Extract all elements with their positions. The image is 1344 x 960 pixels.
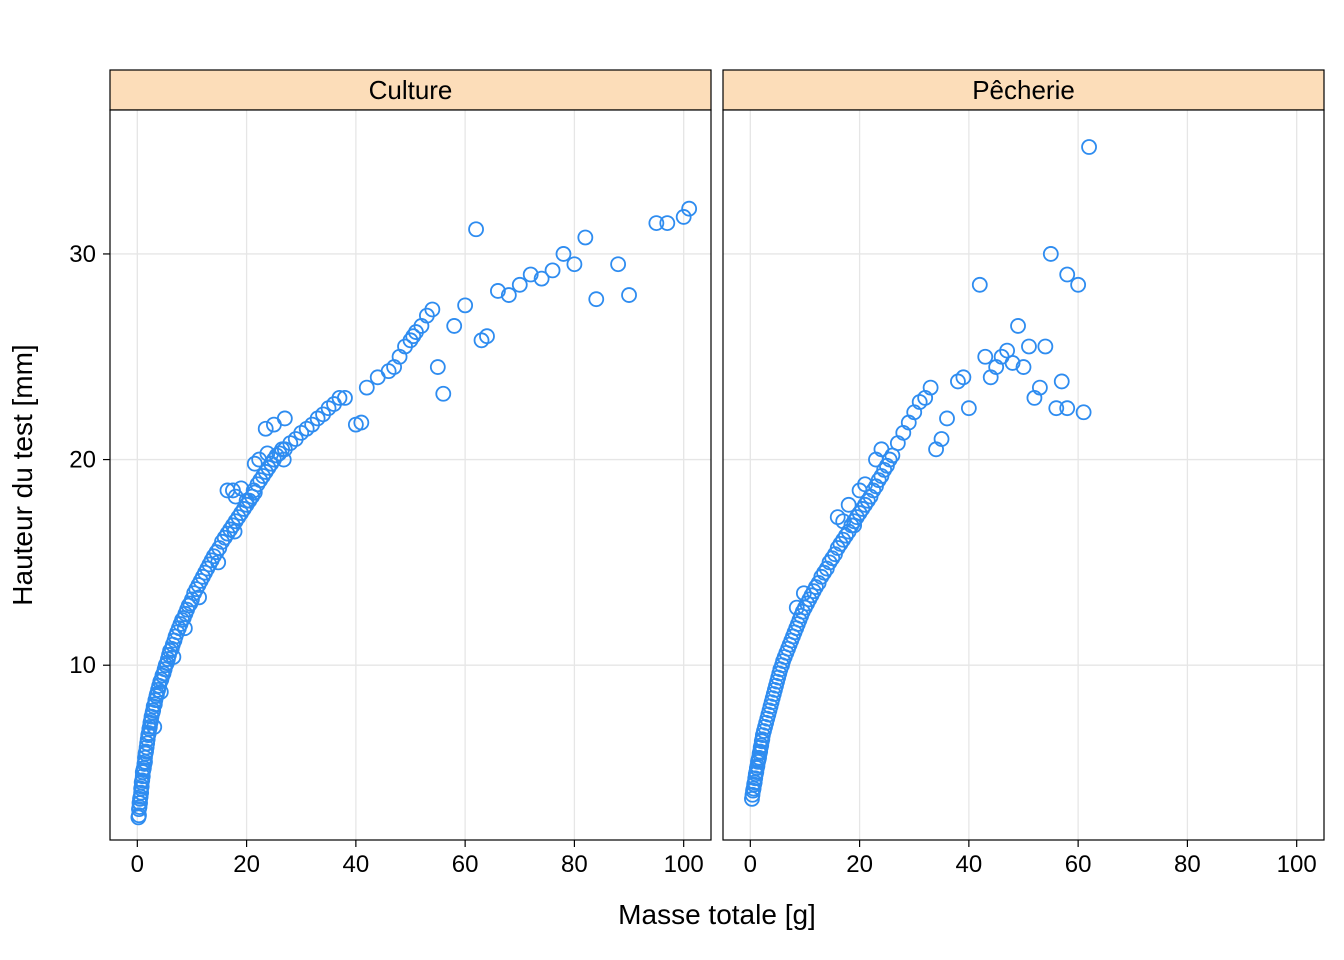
x-tick-label: 20 <box>846 851 873 878</box>
facet-title: Culture <box>369 75 453 105</box>
x-tick-label: 80 <box>561 851 588 878</box>
y-axis-label: Hauteur du test [mm] <box>7 344 38 605</box>
x-tick-label: 60 <box>452 851 479 878</box>
x-tick-label: 100 <box>664 851 704 878</box>
x-tick-label: 0 <box>131 851 144 878</box>
x-tick-label: 40 <box>956 851 983 878</box>
y-tick-label: 10 <box>69 652 96 679</box>
y-tick-label: 20 <box>69 447 96 474</box>
x-tick-label: 20 <box>233 851 260 878</box>
x-tick-label: 40 <box>343 851 370 878</box>
chart-container: Hauteur du test [mm] Masse totale [g] 10 20… <box>0 0 1344 960</box>
x-axis-label: Masse totale [g] <box>618 899 816 930</box>
scatter-facet-chart: Hauteur du test [mm] Masse totale [g] 10 20… <box>0 0 1344 960</box>
facet-title: Pêcherie <box>972 75 1075 105</box>
x-tick-label: 60 <box>1065 851 1092 878</box>
x-tick-label: 80 <box>1174 851 1201 878</box>
x-tick-label: 0 <box>744 851 757 878</box>
y-tick-label: 30 <box>69 241 96 268</box>
panel-background <box>110 110 711 840</box>
panel-background <box>723 110 1324 840</box>
x-tick-label: 100 <box>1277 851 1317 878</box>
